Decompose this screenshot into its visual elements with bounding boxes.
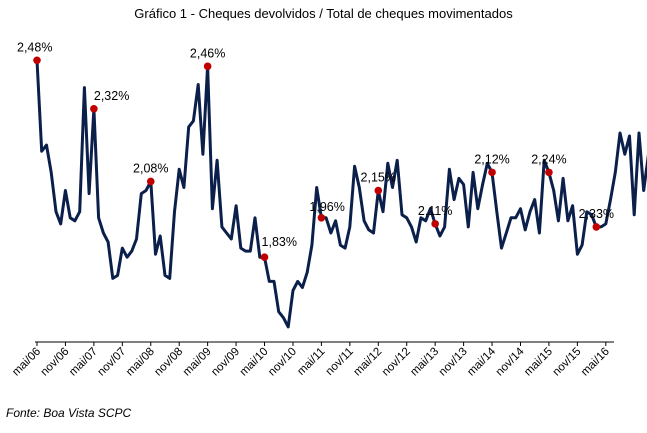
data-labels: 2,48% 2,32% 2,08% 2,46% 1,83% 1,96% 2,15% 2,11%… xyxy=(17,40,614,249)
chart-title: Gráfico 1 - Cheques devolvidos / Total d… xyxy=(134,6,513,21)
data-label: 2,08% xyxy=(133,161,168,175)
x-tick-label: mai/14 xyxy=(465,345,498,378)
x-tick-label: mai/09 xyxy=(181,346,214,379)
x-tick-label: nov/08 xyxy=(152,346,185,379)
x-tick-label: nov/13 xyxy=(437,346,470,379)
data-marker xyxy=(488,168,496,177)
x-axis-ticks xyxy=(36,342,607,346)
data-marker xyxy=(203,62,212,71)
x-tick-label: nov/12 xyxy=(380,346,413,379)
data-label: 2,15% xyxy=(361,171,396,185)
data-label: 2,48% xyxy=(17,40,52,54)
data-label: 2,32% xyxy=(94,89,129,103)
data-label: 2,24% xyxy=(531,152,566,166)
x-tick-label: nov/07 xyxy=(96,346,129,379)
data-label: 1,83% xyxy=(262,235,297,249)
x-tick-label: mai/13 xyxy=(408,346,441,379)
data-marker xyxy=(317,214,326,222)
x-tick-label: mai/08 xyxy=(124,346,157,379)
data-label: 2,11% xyxy=(418,204,453,218)
x-axis-tick-labels: mai/06nov/06mai/07nov/07mai/08nov/08mai/… xyxy=(10,345,612,378)
source-note: Fonte: Boa Vista SCPC xyxy=(6,406,132,420)
data-markers xyxy=(33,56,601,261)
x-tick-label: mai/06 xyxy=(10,346,43,379)
series-line xyxy=(35,58,647,329)
data-marker xyxy=(90,104,98,113)
x-tick-label: mai/16 xyxy=(579,346,612,379)
data-label: 2,33% xyxy=(579,207,614,221)
data-marker xyxy=(146,177,155,186)
x-tick-label: nov/11 xyxy=(324,346,356,378)
data-label: 2,46% xyxy=(190,46,225,60)
data-marker xyxy=(260,253,269,261)
x-tick-label: nov/14 xyxy=(494,345,527,378)
x-tick-label: mai/12 xyxy=(351,346,384,379)
x-tick-label: mai/11 xyxy=(295,346,327,378)
data-marker xyxy=(431,220,439,228)
data-label: 1,96% xyxy=(309,200,344,214)
x-tick-label: nov/15 xyxy=(551,346,584,379)
data-label: 2,12% xyxy=(474,152,509,166)
x-tick-label: mai/15 xyxy=(522,346,555,379)
x-tick-label: mai/07 xyxy=(67,346,100,379)
x-tick-label: nov/09 xyxy=(209,346,242,379)
data-marker xyxy=(545,168,553,177)
x-tick-label: nov/06 xyxy=(39,346,72,379)
data-marker xyxy=(33,56,41,65)
x-tick-label: mai/10 xyxy=(238,346,271,379)
data-marker xyxy=(374,186,383,195)
x-tick-label: nov/10 xyxy=(266,346,299,379)
data-marker xyxy=(592,223,601,231)
